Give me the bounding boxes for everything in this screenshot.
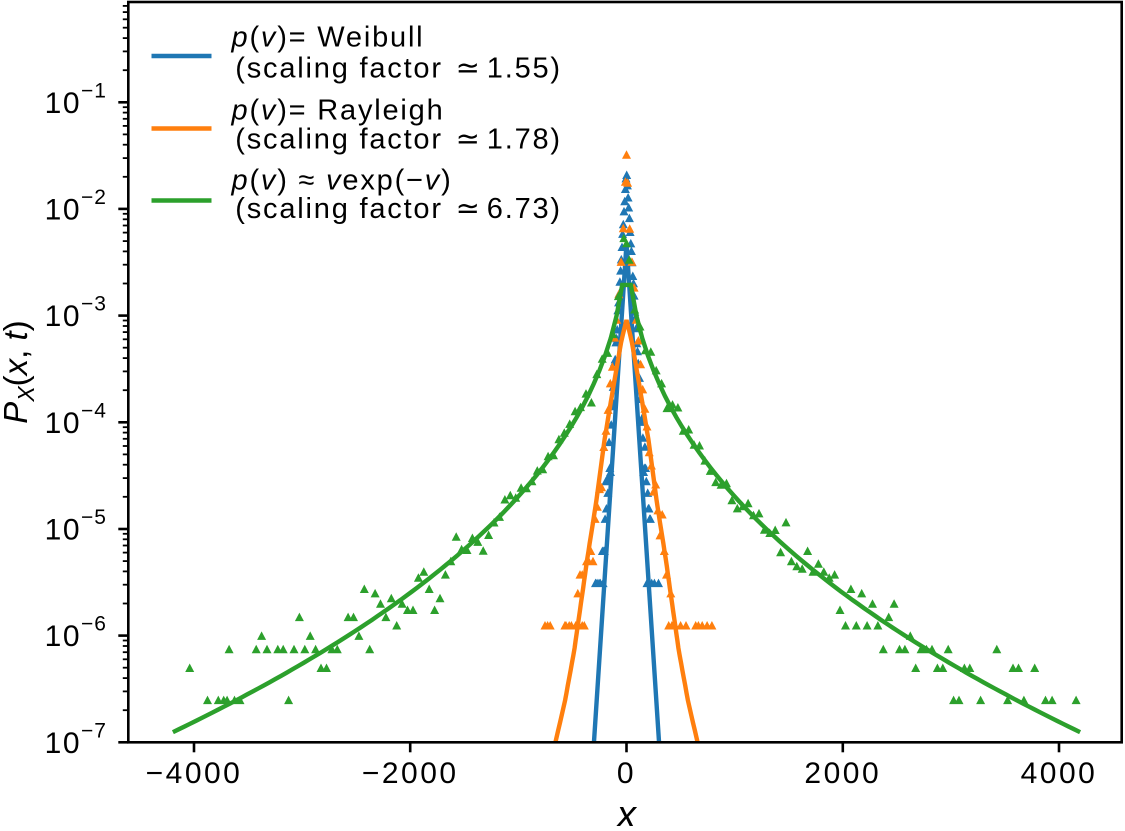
svg-text:0: 0 bbox=[617, 757, 636, 790]
svg-text:(scaling factor ≃6.73): (scaling factor ≃ 6.73) bbox=[235, 193, 562, 225]
svg-text:(scaling factor ≃1.55): (scaling factor ≃ 1.55) bbox=[235, 53, 562, 85]
svg-text:4000: 4000 bbox=[1021, 757, 1098, 790]
svg-text:−4000: −4000 bbox=[146, 757, 243, 790]
svg-text:10−7: 10−7 bbox=[45, 719, 107, 760]
svg-text:2000: 2000 bbox=[804, 757, 881, 790]
svg-text:x: x bbox=[615, 794, 638, 826]
svg-text:p(v) ≈ vexp(−v): p(v) ≈ vexp(−v) bbox=[231, 165, 453, 197]
svg-text:−2000: −2000 bbox=[362, 757, 459, 790]
svg-text:(scaling factor ≃1.78): (scaling factor ≃ 1.78) bbox=[235, 124, 562, 156]
svg-text:PX(x, t): PX(x, t) bbox=[0, 320, 39, 423]
svg-text:p(v)= Rayleigh: p(v)= Rayleigh bbox=[231, 95, 445, 127]
svg-text:p(v)= Weibull: p(v)= Weibull bbox=[231, 22, 425, 54]
